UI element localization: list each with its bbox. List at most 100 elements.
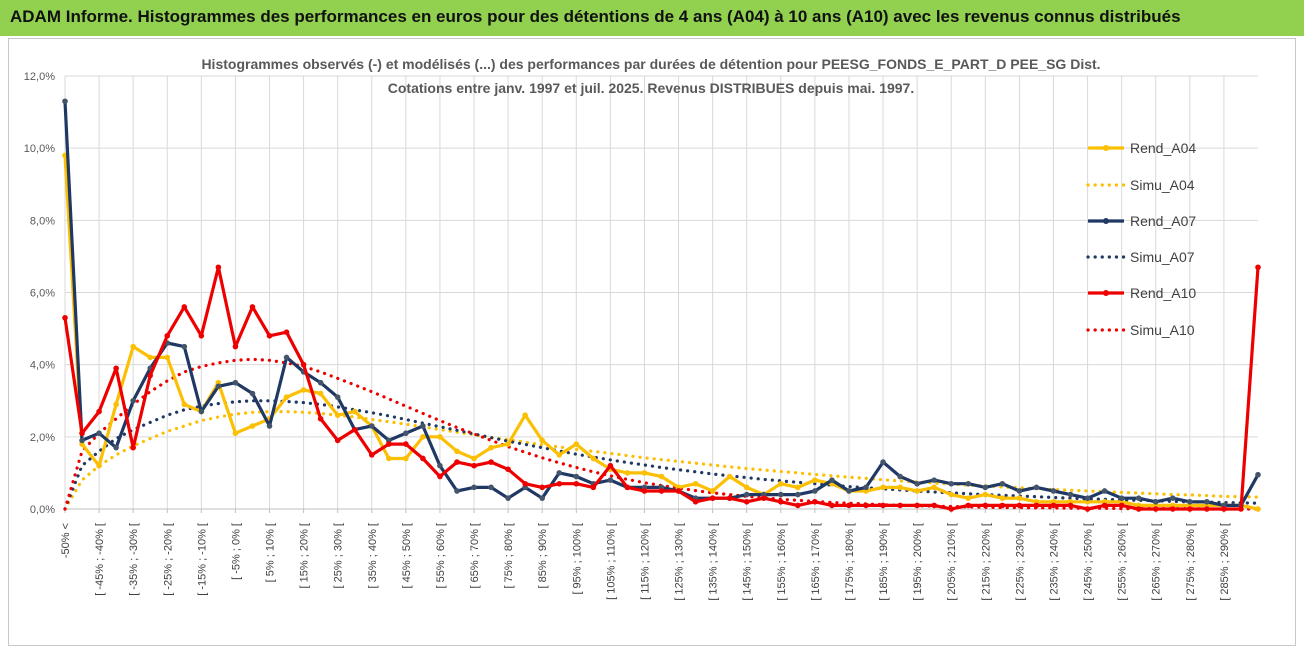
x-tick-label: [ 85% ; 90% [ <box>537 523 549 588</box>
x-tick-label: [ 155% ; 160% [ <box>776 523 788 601</box>
x-tick-label: [ -5% ; 0% [ <box>230 523 242 580</box>
data-point-rend_a07 <box>1187 498 1193 505</box>
data-point-rend_a07 <box>79 437 85 444</box>
legend-label-rend_a07: Rend_A07 <box>1130 213 1196 229</box>
legend-marker <box>1103 290 1109 296</box>
data-point-rend_a07 <box>863 484 869 491</box>
data-point-rend_a04 <box>641 470 648 476</box>
x-tick-label: [ 165% ; 170% [ <box>810 523 822 601</box>
data-point-rend_a07 <box>1118 495 1125 501</box>
data-point-rend_a07 <box>1033 484 1040 491</box>
y-tick-label: 2,0% <box>30 432 55 444</box>
x-tick-label: [ 75% ; 80% [ <box>503 523 515 588</box>
data-point-rend_a07 <box>1050 488 1057 494</box>
data-point-rend_a04 <box>232 430 239 437</box>
data-point-rend_a04 <box>590 455 597 462</box>
data-point-rend_a10 <box>743 498 750 505</box>
x-tick-label: [ 115% ; 120% [ <box>639 523 651 600</box>
data-point-rend_a04 <box>437 434 443 440</box>
data-point-rend_a10 <box>1255 264 1261 271</box>
data-point-rend_a10 <box>96 408 102 415</box>
series-line-rend_a04 <box>63 155 1259 511</box>
data-point-rend_a04 <box>658 473 665 480</box>
data-point-rend_a04 <box>897 484 903 491</box>
data-point-rend_a07 <box>914 480 920 487</box>
x-tick-label: [ 15% ; 20% [ <box>299 523 311 588</box>
x-tick-label: [ -15% ; -10% [ <box>196 523 208 596</box>
data-point-rend_a10 <box>897 502 903 509</box>
legend-label-simu_a10: Simu_A10 <box>1130 322 1195 338</box>
data-point-rend_a04 <box>505 441 511 447</box>
data-point-rend_a10 <box>505 466 511 473</box>
x-tick-label: [ 275% ; 280% [ <box>1185 523 1197 601</box>
x-tick-label: [ 255% ; 260% [ <box>1117 523 1129 601</box>
data-point-rend_a04 <box>113 401 119 408</box>
data-point-rend_a04 <box>96 462 102 469</box>
data-point-rend_a10 <box>931 502 937 509</box>
data-point-rend_a10 <box>198 333 205 339</box>
data-point-rend_a07 <box>181 343 188 350</box>
data-point-rend_a10 <box>1084 506 1091 512</box>
data-point-rend_a04 <box>880 484 886 491</box>
data-point-rend_a07 <box>1016 488 1023 494</box>
data-point-rend_a10 <box>982 502 989 509</box>
series-layer <box>62 98 1261 512</box>
data-point-rend_a04 <box>778 480 784 487</box>
data-point-rend_a07 <box>1101 488 1108 494</box>
legend-marker <box>1103 145 1109 151</box>
data-point-rend_a10 <box>726 495 733 501</box>
data-point-rend_a10 <box>658 488 665 494</box>
data-point-rend_a10 <box>999 502 1006 509</box>
data-point-rend_a07 <box>829 477 835 483</box>
data-point-rend_a04 <box>1016 495 1023 501</box>
data-point-rend_a10 <box>607 462 614 469</box>
x-tick-label: [ 55% ; 60% [ <box>435 523 447 588</box>
x-tick-label: [ 245% ; 250% [ <box>1083 523 1095 601</box>
data-point-rend_a04 <box>726 473 733 480</box>
data-point-rend_a04 <box>351 408 358 415</box>
data-point-rend_a10 <box>79 430 85 437</box>
x-tick-label: [ 125% ; 130% [ <box>674 523 686 601</box>
data-point-rend_a07 <box>232 379 239 386</box>
data-point-rend_a10 <box>641 488 648 494</box>
series-line-rend_a07 <box>63 101 1260 507</box>
y-tick-label: 4,0% <box>30 360 55 372</box>
data-point-rend_a10 <box>317 415 324 422</box>
data-point-rend_a10 <box>437 473 443 480</box>
data-point-rend_a04 <box>164 354 171 361</box>
data-point-rend_a07 <box>1255 471 1261 478</box>
data-point-rend_a04 <box>317 390 324 397</box>
data-point-rend_a10 <box>692 498 699 505</box>
data-point-rend_a07 <box>556 470 563 476</box>
data-point-rend_a07 <box>1084 495 1091 501</box>
legend-label-simu_a04: Simu_A04 <box>1130 177 1195 193</box>
data-point-rend_a04 <box>624 470 631 476</box>
x-tick-label: [ 285% ; 290% [ <box>1219 523 1231 601</box>
data-point-rend_a10 <box>1118 502 1125 509</box>
grid-layer <box>64 75 1258 513</box>
data-point-rend_a10 <box>846 502 852 509</box>
chart-frame <box>8 38 1296 646</box>
data-point-rend_a10 <box>403 441 409 447</box>
x-tick-label: [ 135% ; 140% [ <box>708 523 720 601</box>
data-point-rend_a07 <box>198 408 205 415</box>
chart-title: Histogrammes observés (-) et modélisés (… <box>201 56 1100 72</box>
x-tick-label: [ 225% ; 230% [ <box>1014 523 1026 601</box>
data-point-rend_a07 <box>113 444 119 451</box>
data-point-rend_a04 <box>812 477 818 483</box>
legend-marker <box>1103 218 1109 224</box>
data-point-rend_a07 <box>880 459 886 465</box>
legend-label-simu_a07: Simu_A07 <box>1130 249 1195 265</box>
data-point-rend_a07 <box>1152 498 1159 505</box>
x-tick-label: -50% < <box>60 523 72 558</box>
data-point-rend_a07 <box>897 473 903 480</box>
data-point-rend_a10 <box>334 437 341 444</box>
data-point-rend_a07 <box>368 423 375 429</box>
data-point-rend_a07 <box>403 430 409 437</box>
data-point-rend_a07 <box>539 495 545 501</box>
data-point-rend_a07 <box>573 473 580 480</box>
data-point-rend_a07 <box>931 477 937 483</box>
data-point-rend_a10 <box>573 480 580 487</box>
data-point-rend_a07 <box>215 383 222 390</box>
